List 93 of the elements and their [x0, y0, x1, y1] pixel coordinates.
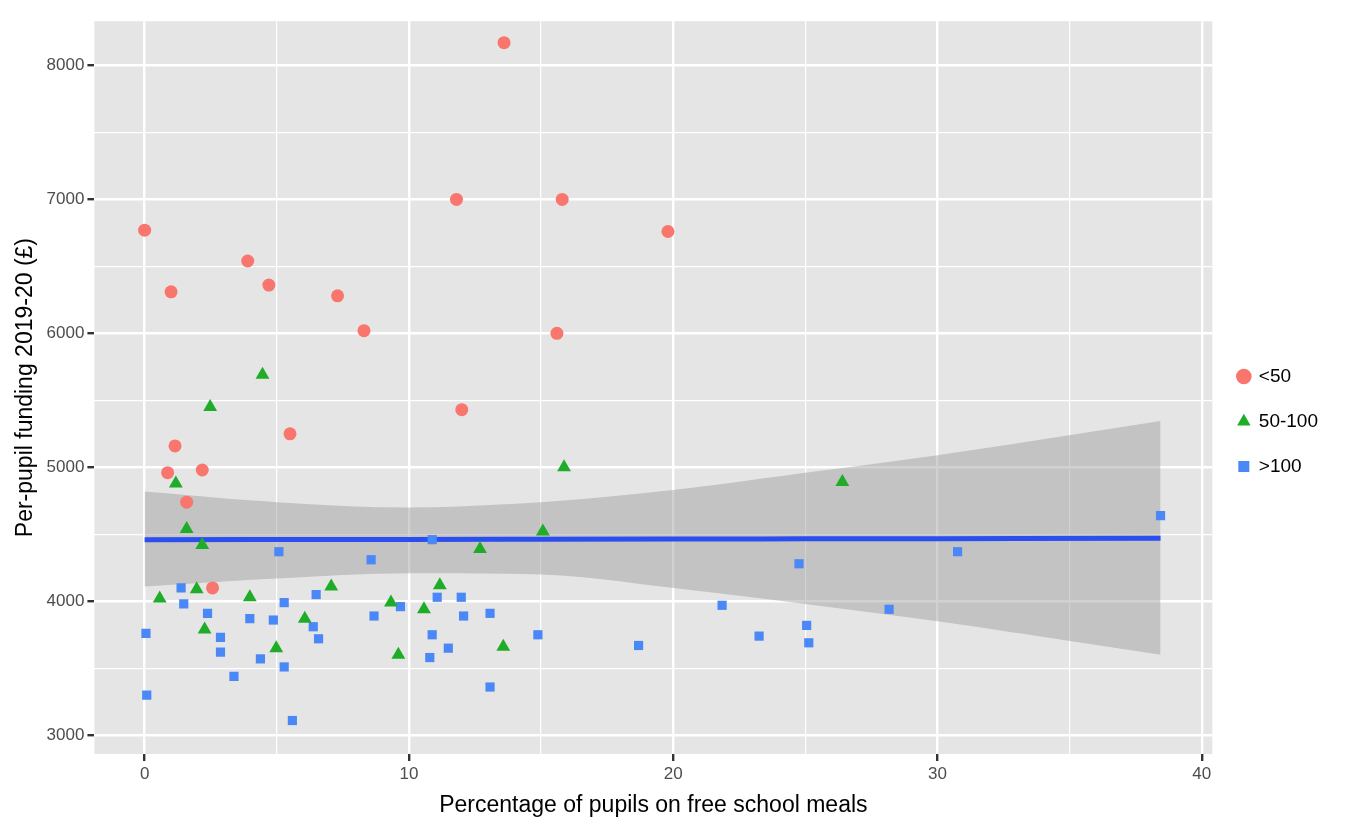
point — [384, 594, 398, 607]
point — [180, 495, 194, 509]
point — [1155, 510, 1166, 521]
point — [449, 192, 463, 206]
point — [197, 621, 212, 634]
point — [287, 715, 297, 726]
x-tick-label: 20 — [663, 763, 683, 783]
point — [168, 475, 183, 488]
y-tick-label: 7000 — [46, 189, 85, 209]
point — [215, 632, 226, 643]
point — [456, 592, 466, 602]
point — [952, 547, 963, 557]
point — [215, 647, 226, 657]
point — [557, 459, 571, 472]
point — [802, 620, 812, 630]
x-tick-label: 10 — [399, 763, 419, 783]
point — [311, 589, 321, 600]
point — [242, 589, 257, 602]
y-tick-label: 4000 — [46, 590, 85, 610]
point — [835, 474, 850, 487]
point — [473, 541, 487, 554]
point — [308, 622, 318, 632]
point — [717, 600, 727, 610]
point — [142, 690, 152, 700]
point — [179, 599, 189, 609]
point — [432, 577, 447, 590]
point — [241, 254, 255, 268]
point — [369, 611, 379, 621]
y-tick-label: 3000 — [46, 724, 85, 744]
legend-label: <50 — [1258, 364, 1292, 386]
point — [533, 630, 543, 640]
point — [391, 646, 406, 659]
point — [427, 630, 437, 640]
point — [754, 631, 764, 641]
x-axis-title: Percentage of pupils on free school meals — [439, 790, 868, 817]
point — [485, 682, 495, 692]
point — [161, 466, 175, 480]
point — [206, 581, 220, 595]
legend-label: 50-100 — [1258, 409, 1319, 431]
point — [279, 662, 289, 672]
y-tick-label: 8000 — [46, 55, 85, 75]
point — [804, 638, 814, 648]
point — [497, 36, 511, 50]
point — [279, 598, 289, 608]
point — [283, 427, 297, 441]
point — [202, 608, 213, 618]
point — [229, 671, 239, 681]
point — [189, 581, 204, 594]
point — [395, 602, 406, 612]
point — [297, 610, 312, 623]
x-tick-label: 40 — [1192, 763, 1212, 783]
point — [268, 615, 278, 625]
point — [313, 634, 324, 644]
legend-label: >100 — [1258, 454, 1302, 476]
point — [245, 614, 255, 624]
point — [331, 289, 345, 303]
point — [432, 592, 442, 602]
point — [427, 535, 437, 545]
point — [138, 223, 152, 237]
y-tick-label: 5000 — [46, 457, 85, 476]
point — [425, 652, 435, 663]
point — [269, 640, 284, 653]
point — [168, 439, 182, 453]
y-tick-label: 6000 — [46, 323, 85, 343]
y-axis-title: Per-pupil funding 2019-20 (£) — [11, 238, 38, 538]
point — [535, 523, 550, 536]
point — [455, 403, 469, 417]
point — [176, 583, 186, 593]
point — [195, 463, 209, 477]
point — [164, 285, 178, 299]
x-tick-label: 30 — [928, 763, 947, 783]
point — [195, 537, 210, 550]
x-tick-label: 0 — [139, 763, 150, 783]
point — [366, 555, 376, 565]
point — [443, 643, 453, 653]
point — [417, 601, 431, 614]
point — [794, 559, 804, 569]
point — [555, 192, 569, 206]
point — [152, 590, 167, 603]
point — [884, 604, 894, 614]
point — [203, 399, 218, 412]
point — [661, 225, 675, 239]
point — [550, 326, 564, 340]
point — [324, 578, 339, 591]
point — [633, 640, 644, 651]
point — [255, 654, 265, 664]
point — [357, 324, 371, 338]
point — [262, 278, 276, 292]
point — [274, 547, 284, 557]
point — [496, 638, 511, 651]
point — [485, 608, 495, 618]
point — [459, 611, 469, 621]
point — [141, 628, 151, 639]
